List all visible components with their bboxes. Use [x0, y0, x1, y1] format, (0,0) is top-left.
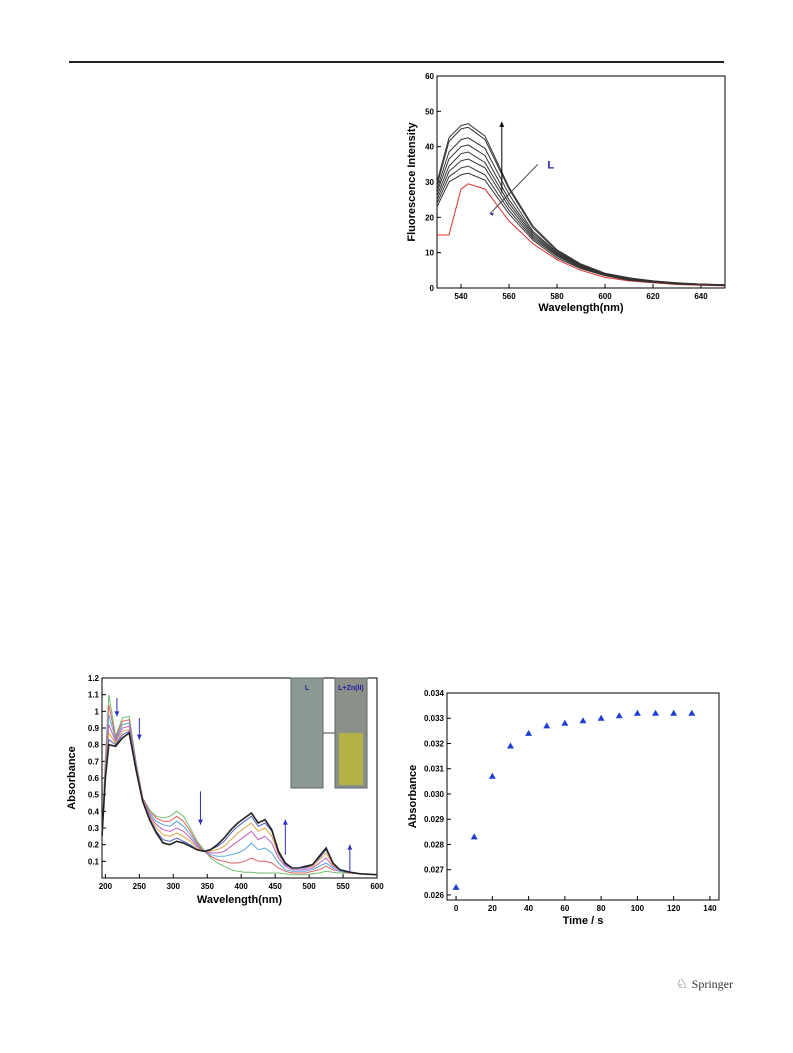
x-tick-label: 120	[667, 904, 681, 913]
cuvette-photo-ligand	[290, 677, 324, 789]
y-tick-label: 20	[425, 213, 434, 222]
series-line	[436, 123, 726, 286]
x-axis-label: Wavelength(nm)	[538, 302, 623, 314]
x-tick-label: 140	[703, 904, 717, 913]
y-tick-label: 1.2	[88, 674, 100, 683]
y-tick-label: 1.1	[88, 691, 100, 700]
data-point	[670, 709, 678, 716]
annotation-pointer	[489, 212, 494, 216]
y-tick-label: 0.034	[424, 689, 445, 698]
series-line	[436, 172, 726, 286]
y-axis-label: Absorbance	[66, 746, 78, 810]
y-tick-label: 60	[425, 72, 434, 81]
x-tick-label: 620	[646, 292, 660, 301]
publisher-footer: ♘ Springer	[676, 976, 733, 992]
x-tick-label: 250	[133, 882, 147, 891]
x-tick-label: 40	[524, 904, 533, 913]
x-tick-label: 560	[502, 292, 516, 301]
y-tick-label: 0.6	[88, 774, 100, 783]
x-tick-label: 600	[370, 882, 384, 891]
data-point	[506, 742, 514, 749]
x-tick-label: 550	[336, 882, 350, 891]
series-line	[101, 731, 378, 876]
y-axis-label: Absorbance	[407, 765, 419, 829]
trend-arrowhead	[114, 711, 120, 717]
y-tick-label: 0.7	[88, 757, 100, 766]
y-tick-label: 50	[425, 107, 434, 116]
y-tick-label: 1	[95, 707, 100, 716]
x-axis-label: Time / s	[563, 915, 604, 927]
data-point	[525, 729, 533, 736]
data-point	[633, 709, 641, 716]
x-tick-label: 640	[694, 292, 708, 301]
data-point	[615, 712, 623, 719]
annotation-label-l: L	[547, 159, 554, 171]
x-tick-label: 350	[201, 882, 215, 891]
data-point	[452, 883, 460, 890]
data-point	[561, 719, 569, 726]
y-tick-label: 30	[425, 178, 434, 187]
y-tick-label: 0.3	[88, 824, 100, 833]
y-tick-label: 40	[425, 143, 434, 152]
x-tick-label: 540	[454, 292, 468, 301]
header-rule	[69, 61, 724, 63]
y-tick-label: 0.2	[88, 841, 100, 850]
publisher-name: Springer	[691, 976, 733, 991]
absorbance-kinetics-chart: 0 20 40 60 80 100 120 140 0.026 0.027 0.028 0.029 0.…	[407, 689, 720, 927]
uv-vis-absorbance-chart: 200 250 300 350 400 450 500 550 600 0.1 0.2 0.3 0.4 0…	[66, 674, 384, 906]
x-tick-label: 80	[597, 904, 606, 913]
increase-arrowhead	[499, 121, 505, 127]
trend-arrowhead	[347, 844, 353, 850]
y-tick-label: 0.8	[88, 741, 100, 750]
y-tick-label: 0	[430, 284, 435, 293]
x-tick-label: 300	[167, 882, 181, 891]
x-tick-label: 450	[268, 882, 282, 891]
x-tick-label: 580	[550, 292, 564, 301]
y-tick-label: 0.028	[424, 840, 445, 849]
y-tick-label: 0.032	[424, 739, 445, 748]
x-tick-label: 20	[488, 904, 497, 913]
plot-frame	[436, 75, 726, 289]
x-tick-label: 0	[454, 904, 459, 913]
y-tick-label: 0.4	[88, 807, 100, 816]
fluorescence-chart: 540 560 580 600 620 640 0 10 20 30 40 50 60 Wavelengt…	[406, 72, 726, 314]
data-point	[488, 772, 496, 779]
y-tick-label: 0.031	[424, 765, 445, 774]
data-point	[652, 709, 660, 716]
trend-arrowhead	[136, 734, 142, 740]
x-tick-label: 400	[235, 882, 249, 891]
trend-arrowhead	[282, 819, 288, 825]
x-tick-label: 600	[598, 292, 612, 301]
annotation-leader	[489, 163, 539, 215]
y-tick-label: 0.1	[88, 857, 100, 866]
data-point	[470, 833, 478, 840]
y-axis-label: Fluorescence Intensity	[406, 122, 418, 242]
y-tick-label: 0.026	[424, 891, 445, 900]
x-tick-label: 500	[302, 882, 316, 891]
springer-logo-icon: ♘	[676, 976, 688, 991]
x-axis-label: Wavelength(nm)	[197, 894, 282, 906]
x-tick-label: 200	[99, 882, 113, 891]
x-tick-label: 60	[560, 904, 569, 913]
y-tick-label: 0.9	[88, 724, 100, 733]
data-point	[579, 717, 587, 724]
series-line-ligand	[437, 183, 726, 287]
y-tick-label: 0.5	[88, 791, 100, 800]
y-tick-label: 0.033	[424, 714, 445, 723]
data-point	[688, 709, 696, 716]
data-point	[543, 722, 551, 729]
series-line	[436, 126, 726, 286]
y-tick-label: 0.027	[424, 866, 445, 875]
data-point	[597, 714, 605, 721]
x-tick-label: 100	[631, 904, 645, 913]
y-tick-label: 0.030	[424, 790, 445, 799]
trend-arrowhead	[197, 819, 203, 825]
y-tick-label: 10	[425, 249, 434, 258]
plot-frame	[446, 692, 720, 901]
inset-label-l: L	[305, 685, 310, 692]
inset-label-l-zn: L+Zn(II)	[338, 685, 363, 692]
y-tick-label: 0.029	[424, 815, 445, 824]
cuvette-solution-complex	[339, 733, 363, 785]
